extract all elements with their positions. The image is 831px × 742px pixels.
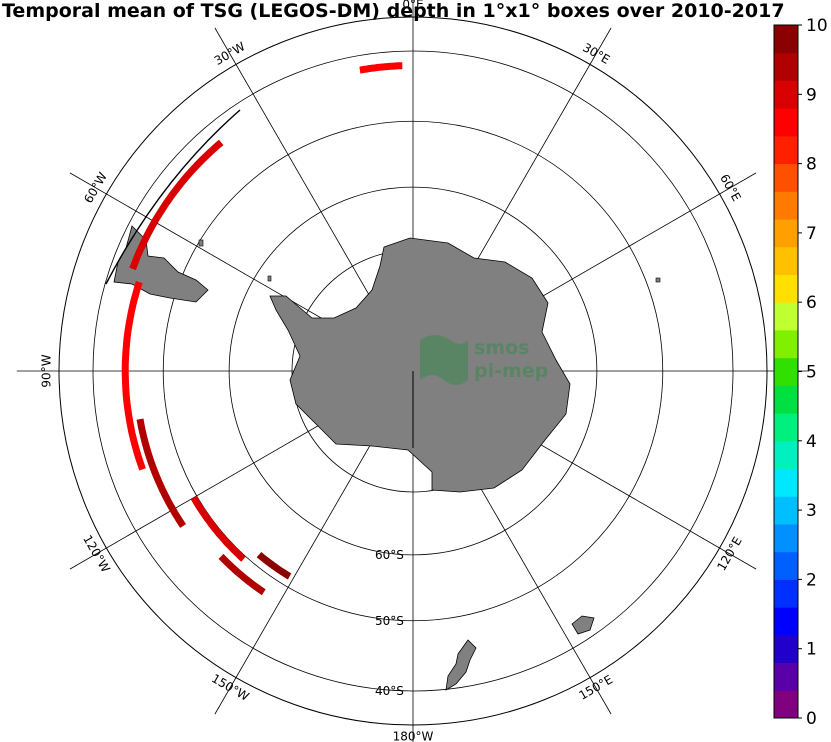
longitude-label: 30°E <box>580 40 612 67</box>
tasmania <box>571 615 595 635</box>
longitude-label: 60°W <box>81 170 110 206</box>
meridian-line <box>214 422 384 715</box>
colorbar-segment <box>774 108 798 137</box>
colorbar-tick-label: 7 <box>806 224 817 244</box>
island <box>267 275 272 282</box>
island <box>655 277 661 283</box>
meridian-line <box>69 400 362 570</box>
south-america <box>113 225 209 303</box>
colorbar-segment <box>774 135 798 165</box>
colorbar-segment <box>774 468 798 497</box>
colorbar: 0 1 2 3 4 5 6 7 8 9 10 <box>773 16 828 729</box>
colorbar-tick-label: 9 <box>806 85 817 105</box>
colorbar-segment <box>774 80 798 109</box>
colorbar-segment <box>774 440 798 470</box>
latitude-label: 60°S <box>375 548 404 562</box>
track-segment <box>136 418 187 528</box>
longitude-label: 120°W <box>80 533 113 575</box>
colorbar-segment <box>774 219 798 248</box>
latitude-label: 50°S <box>375 614 404 628</box>
logo-text-2: pi-mep <box>474 360 548 382</box>
colorbar-segment <box>774 385 798 414</box>
south-america-coast <box>105 109 241 285</box>
longitude-label: 0°E <box>402 0 423 12</box>
colorbar-segment <box>774 25 798 54</box>
colorbar-segment <box>774 191 798 220</box>
colorbar-tick-label: 4 <box>806 432 817 452</box>
latitude-label: 40°S <box>375 684 404 698</box>
colorbar-segment <box>774 496 798 525</box>
colorbar-tick-label: 8 <box>806 155 817 175</box>
meridian-line <box>214 27 384 320</box>
colorbar-segment <box>774 329 798 359</box>
colorbar-segment <box>774 690 798 719</box>
smos-pi-mep-logo: smos pi-mep <box>420 335 548 385</box>
longitude-label: 90°W <box>40 354 54 387</box>
colorbar-tick-label: 5 <box>806 363 817 383</box>
new-zealand <box>445 639 477 691</box>
colorbar-segment <box>774 523 798 553</box>
colorbar-tick-label: 6 <box>806 293 817 313</box>
track-segment <box>218 553 266 596</box>
map-title: Temporal mean of TSG (LEGOS-DM) depth in… <box>2 0 785 22</box>
track-segment <box>121 281 146 471</box>
track-segment <box>129 139 224 271</box>
track-segment <box>359 62 403 74</box>
colorbar-segment <box>774 246 798 275</box>
logo-wave-icon <box>420 335 468 385</box>
colorbar-segment <box>774 52 798 81</box>
latitude-labels: 60°S 50°S 40°S <box>375 548 404 698</box>
longitude-label: 150°W <box>209 671 251 704</box>
island <box>198 239 204 247</box>
land-masses <box>105 109 661 691</box>
colorbar-tick-label: 3 <box>806 501 817 521</box>
colorbar-segment <box>774 163 798 192</box>
colorbar-tick-label: 1 <box>806 640 817 660</box>
longitude-label: 60°E <box>717 172 744 204</box>
logo-text-1: smos <box>474 337 529 359</box>
track-segment <box>190 495 246 562</box>
colorbar-segment <box>774 662 798 691</box>
colorbar-segment <box>774 357 798 386</box>
longitude-label: 150°E <box>576 672 615 702</box>
data-tracks <box>121 62 403 596</box>
colorbar-segment <box>774 607 798 636</box>
colorbar-segment <box>774 551 798 580</box>
colorbar-segment <box>774 302 798 331</box>
longitude-label: 120°E <box>714 534 744 573</box>
colorbar-segment <box>774 413 798 442</box>
colorbar-segment <box>774 579 798 608</box>
meridian-line <box>69 172 362 342</box>
colorbar-tick-label: 0 <box>806 709 817 729</box>
colorbar-segment <box>774 634 798 664</box>
longitude-label: 180°W <box>393 730 434 742</box>
track-segment <box>256 551 292 580</box>
colorbar-tick-label: 10 <box>806 16 828 36</box>
colorbar-segment <box>774 274 798 303</box>
longitude-label: 30°W <box>212 39 248 68</box>
colorbar-tick-label: 2 <box>806 570 817 590</box>
